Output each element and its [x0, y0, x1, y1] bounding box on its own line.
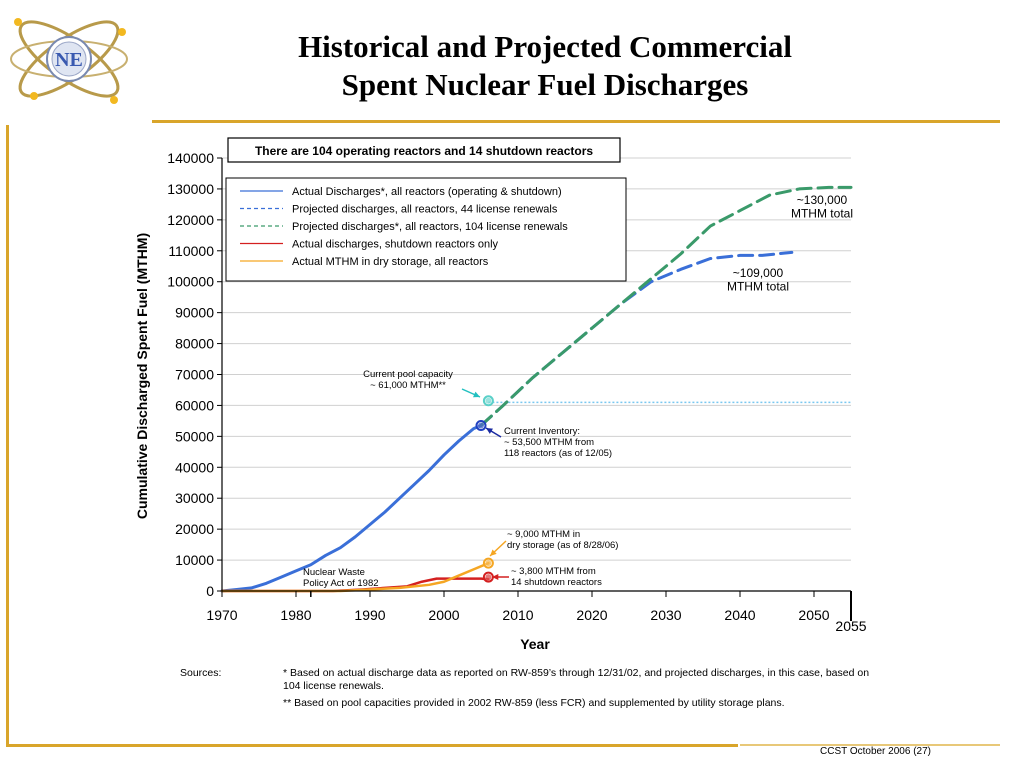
- legend-label-5: Actual MTHM in dry storage, all reactors: [292, 256, 489, 268]
- y-tick-label: 10000: [175, 552, 214, 568]
- annotation-arrowhead-2: [486, 428, 493, 434]
- annotation-6-line-1: ~ 3,800 MTHM from: [511, 566, 596, 577]
- annotation-4-line-3: 118 reactors (as of 12/05): [504, 448, 612, 459]
- title-rule: [152, 120, 1000, 123]
- y-tick-label: 60000: [175, 397, 214, 413]
- y-tick-label: 70000: [175, 367, 214, 383]
- annotation-2-line-1: ~109,000: [733, 266, 784, 280]
- x-tick-label: 2030: [650, 607, 681, 623]
- slide-title: Historical and Projected Commercial Spen…: [150, 28, 940, 104]
- annotation-arrowhead-1: [473, 391, 480, 398]
- axes: [217, 157, 852, 621]
- annotation-arrowhead-4: [492, 573, 499, 581]
- y-tick-label: 30000: [175, 490, 214, 506]
- title-line-1: Historical and Projected Commercial: [298, 29, 792, 64]
- annotation-1-line-2: MTHM total: [791, 207, 853, 221]
- footer-text: CCST October 2006 (27): [820, 746, 931, 757]
- sources-label: Sources:: [180, 667, 222, 679]
- y-tick-label: 0: [206, 583, 214, 599]
- series-line-1: [220, 424, 483, 593]
- series-line-3: [479, 185, 853, 428]
- header-box: [227, 137, 621, 163]
- annotation-5-line-1: ~ 9,000 MTHM in: [507, 529, 580, 540]
- y-tick-label: 50000: [175, 428, 214, 444]
- annotation-1-line-1: ~130,000: [797, 193, 848, 207]
- legend-label-1: Actual Discharges*, all reactors (operat…: [292, 186, 562, 198]
- x-tick-label: 1970: [206, 607, 237, 623]
- y-tick-label: 40000: [175, 459, 214, 475]
- x-tick-label: 2020: [576, 607, 607, 623]
- annotation-7-line-1: Nuclear Waste: [303, 567, 365, 578]
- y-tick-label: 120000: [167, 212, 214, 228]
- left-frame-line: [6, 125, 9, 747]
- x-axis-label: Year: [520, 636, 550, 652]
- annotation-3-line-2: ~ 61,000 MTHM**: [370, 380, 446, 391]
- x-tick-label: 2000: [428, 607, 459, 623]
- annotation-5-line-2: dry storage (as of 8/28/06): [507, 540, 618, 551]
- x-tick-label: 1980: [280, 607, 311, 623]
- title-line-2: Spent Nuclear Fuel Discharges: [341, 67, 749, 102]
- tick-labels: 0 10000 20000 30000 40000 50000 60000 70000 8000…: [167, 150, 866, 634]
- annotation-2-line-2: MTHM total: [727, 280, 789, 294]
- header-box-text: There are 104 operating reactors and 14 …: [255, 144, 593, 158]
- y-tick-label: 140000: [167, 150, 214, 166]
- y-tick-label: 130000: [167, 181, 214, 197]
- logo-text: NE: [55, 49, 83, 71]
- y-tick-label: 100000: [167, 274, 214, 290]
- marker-fill-3: [485, 560, 492, 567]
- marker-fill-1: [485, 397, 492, 404]
- legend-label-4: Actual discharges, shutdown reactors onl…: [292, 239, 499, 251]
- bottom-frame-line: [6, 744, 738, 747]
- legend-box: [225, 177, 627, 282]
- x-tick-label: 2055: [835, 618, 866, 634]
- y-tick-label: 80000: [175, 336, 214, 352]
- marker-fill-4: [485, 574, 492, 581]
- legend-label-3: Projected discharges*, all reactors, 104…: [292, 221, 568, 233]
- y-axis-label: Cumulative Discharged Spent Fuel (MTHM): [134, 233, 150, 519]
- source-note-1: * Based on actual discharge data as repo…: [283, 667, 870, 692]
- markers: [475, 395, 494, 583]
- legend-label-2: Projected discharges, all reactors, 44 l…: [292, 204, 558, 216]
- annotation-4-line-1: Current Inventory:: [504, 426, 580, 437]
- x-tick-label: 1990: [354, 607, 385, 623]
- bottom-frame-line-right: [740, 744, 1000, 746]
- x-tick-label: 2050: [798, 607, 829, 623]
- annotation-6-line-2: 14 shutdown reactors: [511, 577, 602, 588]
- y-tick-label: 90000: [175, 305, 214, 321]
- annotation-7-line-2: Policy Act of 1982: [303, 578, 379, 589]
- y-tick-label: 20000: [175, 521, 214, 537]
- annotation-3-line-1: Current pool capacity: [363, 369, 453, 380]
- marker-fill-2: [478, 422, 484, 429]
- annotation-arrowhead-3: [490, 549, 497, 556]
- annotation-4-line-2: ~ 53,500 MTHM from: [504, 437, 594, 448]
- y-tick-label: 110000: [168, 243, 214, 259]
- legend: Actual Discharges*, all reactors (operat…: [225, 177, 627, 282]
- source-note-2: ** Based on pool capacities provided in …: [283, 697, 785, 709]
- atom-logo-icon: NE: [10, 18, 128, 104]
- x-tick-label: 2040: [724, 607, 755, 623]
- x-tick-label: 2010: [502, 607, 533, 623]
